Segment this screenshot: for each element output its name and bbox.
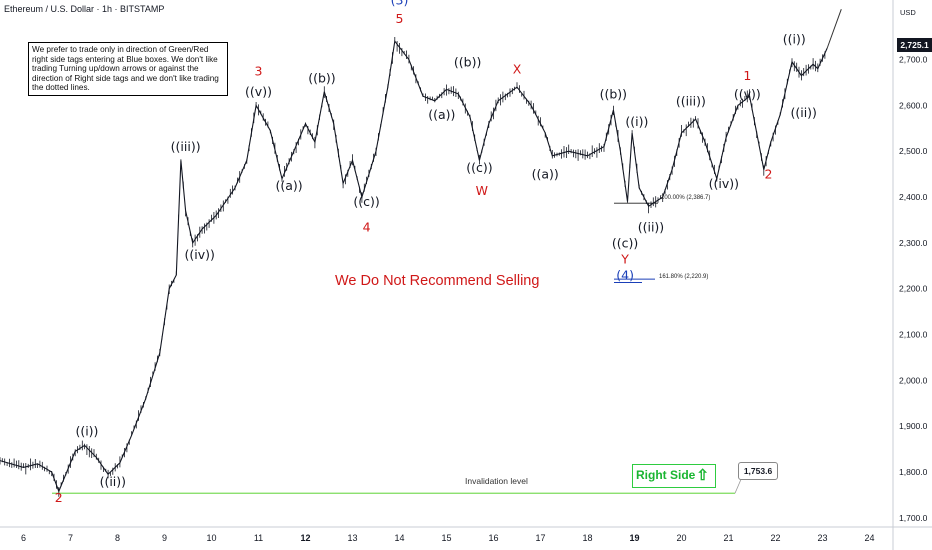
x-tick-label: 13 [347,533,357,543]
wave-label: ((c)) [612,235,638,250]
wave-label: ((v)) [245,84,272,99]
right-side-label: Right Side [636,468,696,482]
x-tick-label: 20 [676,533,686,543]
x-tick-label: 8 [115,533,120,543]
y-tick-label: 2,300.0 [899,238,928,248]
x-tick-label: 18 [582,533,592,543]
fib-level-100: 100.00% (2,386.7) [661,195,711,202]
x-tick-label: 14 [394,533,404,543]
y-tick-label: 2,200.0 [899,284,928,294]
wave-label: ((c)) [466,160,492,175]
x-tick-label: 16 [488,533,498,543]
x-tick-label: 7 [68,533,73,543]
arrow-up-icon: ⇧ [696,467,709,484]
x-tick-label: 22 [770,533,780,543]
wave-label: ((a)) [532,167,559,182]
invalidation-price-tag: 1,753.6 [738,462,778,480]
right-side-tag: Right Side ⇧ [632,464,716,488]
price-series-line [0,39,828,493]
wave-label: ((a)) [275,178,302,193]
y-tick-label: 2,500.0 [899,146,928,156]
wave-label: ((c)) [353,194,379,209]
wave-label: X [513,61,522,76]
wave-label: ((i)) [625,114,648,129]
x-tick-label: 11 [254,533,263,543]
wave-label: Y [620,252,629,267]
wave-label: ((i)) [783,32,806,47]
wave-label: ((ii)) [100,474,126,489]
x-tick-label: 19 [629,533,639,543]
wave-label: ((ii)) [790,105,816,120]
y-tick-label: 2,700.0 [899,55,928,65]
y-tick-label: 1,700.0 [899,513,928,523]
invalidation-label: Invalidation level [465,476,528,486]
wave-label: ((iv)) [709,176,739,191]
wave-label: ((ii)) [638,219,664,234]
x-tick-label: 12 [300,533,310,543]
wave-label: ((iii)) [676,93,706,108]
y-tick-label: 2,400.0 [899,192,928,202]
x-tick-label: 17 [535,533,545,543]
wave-label: 1 [743,68,751,83]
wave-label: ((v)) [734,87,761,102]
projection-line [826,8,842,49]
x-tick-label: 24 [864,533,874,543]
fib-level-161: 161.80% (2,220.9) [659,274,709,281]
wave-label: ((b)) [308,70,335,85]
wave-label: ((i)) [75,423,98,438]
wave-label: 5 [396,11,404,26]
y-tick-label: 2,000.0 [899,375,928,385]
wave-label: (4) [616,268,634,283]
warning-text: We Do Not Recommend Selling [335,273,540,289]
x-tick-label: 23 [817,533,827,543]
x-tick-label: 6 [21,533,26,543]
x-tick-label: 15 [441,533,451,543]
wave-label: 4 [363,219,371,234]
currency-label: USD [900,8,916,17]
y-tick-label: 1,900.0 [899,421,928,431]
wave-label: 2 [764,167,772,182]
x-tick-label: 10 [206,533,216,543]
wave-label: ((iv)) [185,247,215,262]
wave-label: ((b)) [454,54,481,69]
y-tick-label: 2,600.0 [899,100,928,110]
x-tick-label: 9 [162,533,167,543]
chart-title: Ethereum / U.S. Dollar · 1h · BITSTAMP [4,4,165,14]
wave-label: ((b)) [600,87,627,102]
current-price-tag: 2,725.1 [897,38,932,52]
y-tick-label: 1,800.0 [899,467,928,477]
wave-label: (3) [391,0,409,8]
y-tick-label: 2,100.0 [899,330,928,340]
wave-label: 3 [255,64,263,79]
wave-label: ((iii)) [171,139,201,154]
wave-label: 2 [55,490,63,505]
wave-label: W [476,183,488,198]
x-tick-label: 21 [723,533,733,543]
wave-label: ((a)) [428,107,455,122]
strategy-note: We prefer to trade only in direction of … [28,42,228,96]
